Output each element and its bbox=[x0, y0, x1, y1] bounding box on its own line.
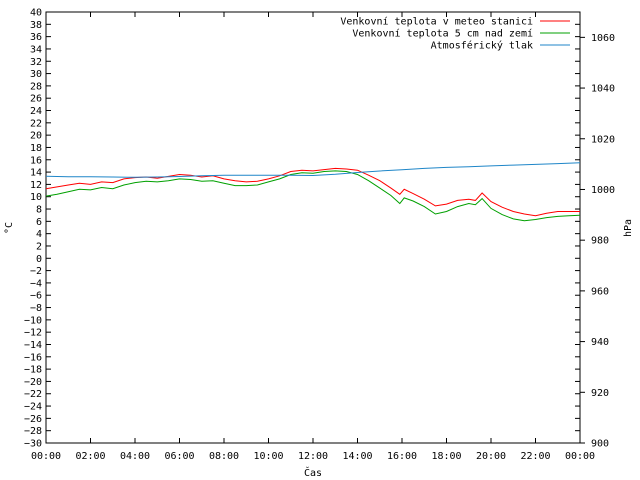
x-tick-label: 14:00 bbox=[342, 451, 372, 462]
y2-tick-label: 940 bbox=[591, 337, 609, 348]
y-tick-label: 28 bbox=[30, 81, 42, 92]
y-tick-label: −26 bbox=[24, 414, 42, 425]
y-tick-label: 10 bbox=[30, 192, 42, 203]
y2-tick-label: 920 bbox=[591, 388, 609, 399]
axes: −30−28−26−24−22−20−18−16−14−12−10−8−6−4−… bbox=[24, 8, 615, 463]
legend-label-3: Atmosférický tlak bbox=[431, 40, 533, 52]
x-tick-label: 20:00 bbox=[476, 451, 506, 462]
y2-tick-label: 1040 bbox=[591, 84, 615, 95]
plot-border bbox=[45, 11, 581, 444]
legend: Venkovní teplota v meteo staniciVenkovní… bbox=[340, 16, 570, 52]
x-tick-label: 18:00 bbox=[431, 451, 461, 462]
legend-label-2: Venkovní teplota 5 cm nad zemí bbox=[352, 28, 533, 40]
y-tick-label: 4 bbox=[36, 229, 42, 240]
y-tick-label: −2 bbox=[30, 266, 42, 277]
y-tick-label: 14 bbox=[30, 168, 42, 179]
y-tick-label: −14 bbox=[24, 340, 42, 351]
y-tick-label: −16 bbox=[24, 352, 42, 363]
x-axis-label: Čas bbox=[304, 466, 322, 479]
y-tick-label: −28 bbox=[24, 426, 42, 437]
series-line-2 bbox=[45, 170, 581, 222]
x-tick-label: 02:00 bbox=[75, 451, 105, 462]
series-line-3 bbox=[45, 162, 581, 178]
y-axis-label: °C bbox=[4, 222, 15, 234]
y-tick-label: 6 bbox=[36, 217, 42, 228]
y-tick-label: 16 bbox=[30, 155, 42, 166]
y-tick-label: −18 bbox=[24, 365, 42, 376]
x-tick-label: 00:00 bbox=[31, 451, 61, 462]
x-tick-label: 10:00 bbox=[253, 451, 283, 462]
y2-tick-label: 1000 bbox=[591, 185, 615, 196]
y-tick-label: 22 bbox=[30, 118, 42, 129]
y-tick-label: 2 bbox=[36, 241, 42, 252]
y-tick-label: −22 bbox=[24, 389, 42, 400]
y-tick-label: −6 bbox=[30, 291, 42, 302]
y2-tick-label: 980 bbox=[591, 236, 609, 247]
y-tick-label: −30 bbox=[24, 439, 42, 450]
y-tick-label: −4 bbox=[30, 278, 42, 289]
y2-axis-label: hPa bbox=[623, 219, 634, 237]
y-tick-label: 0 bbox=[36, 254, 42, 265]
y-tick-label: 8 bbox=[36, 205, 42, 216]
y-tick-label: −12 bbox=[24, 328, 42, 339]
series-lines bbox=[45, 162, 581, 222]
x-tick-label: 04:00 bbox=[120, 451, 150, 462]
x-tick-label: 00:00 bbox=[565, 451, 595, 462]
y2-tick-label: 1020 bbox=[591, 134, 615, 145]
y2-tick-label: 900 bbox=[591, 439, 609, 450]
x-tick-label: 06:00 bbox=[164, 451, 194, 462]
legend-label-1: Venkovní teplota v meteo stanici bbox=[340, 16, 533, 28]
y-tick-label: −8 bbox=[30, 303, 42, 314]
y-tick-label: 24 bbox=[30, 106, 42, 117]
y-tick-label: −10 bbox=[24, 315, 42, 326]
x-tick-label: 16:00 bbox=[387, 451, 417, 462]
y-tick-label: 40 bbox=[30, 8, 42, 19]
y-tick-label: 26 bbox=[30, 94, 42, 105]
y-tick-label: 32 bbox=[30, 57, 42, 68]
y-tick-label: 38 bbox=[30, 20, 42, 31]
y-tick-label: 30 bbox=[30, 69, 42, 80]
x-tick-label: 22:00 bbox=[520, 451, 550, 462]
x-tick-label: 08:00 bbox=[209, 451, 239, 462]
y2-tick-label: 960 bbox=[591, 286, 609, 297]
y2-tick-label: 1060 bbox=[591, 33, 615, 44]
y-tick-label: −20 bbox=[24, 377, 42, 388]
y-tick-label: 12 bbox=[30, 180, 42, 191]
y-tick-label: 34 bbox=[30, 44, 42, 55]
y-tick-label: 18 bbox=[30, 143, 42, 154]
x-tick-label: 12:00 bbox=[298, 451, 328, 462]
y-tick-label: −24 bbox=[24, 402, 42, 413]
y-tick-label: 36 bbox=[30, 32, 42, 43]
y-tick-label: 20 bbox=[30, 131, 42, 142]
